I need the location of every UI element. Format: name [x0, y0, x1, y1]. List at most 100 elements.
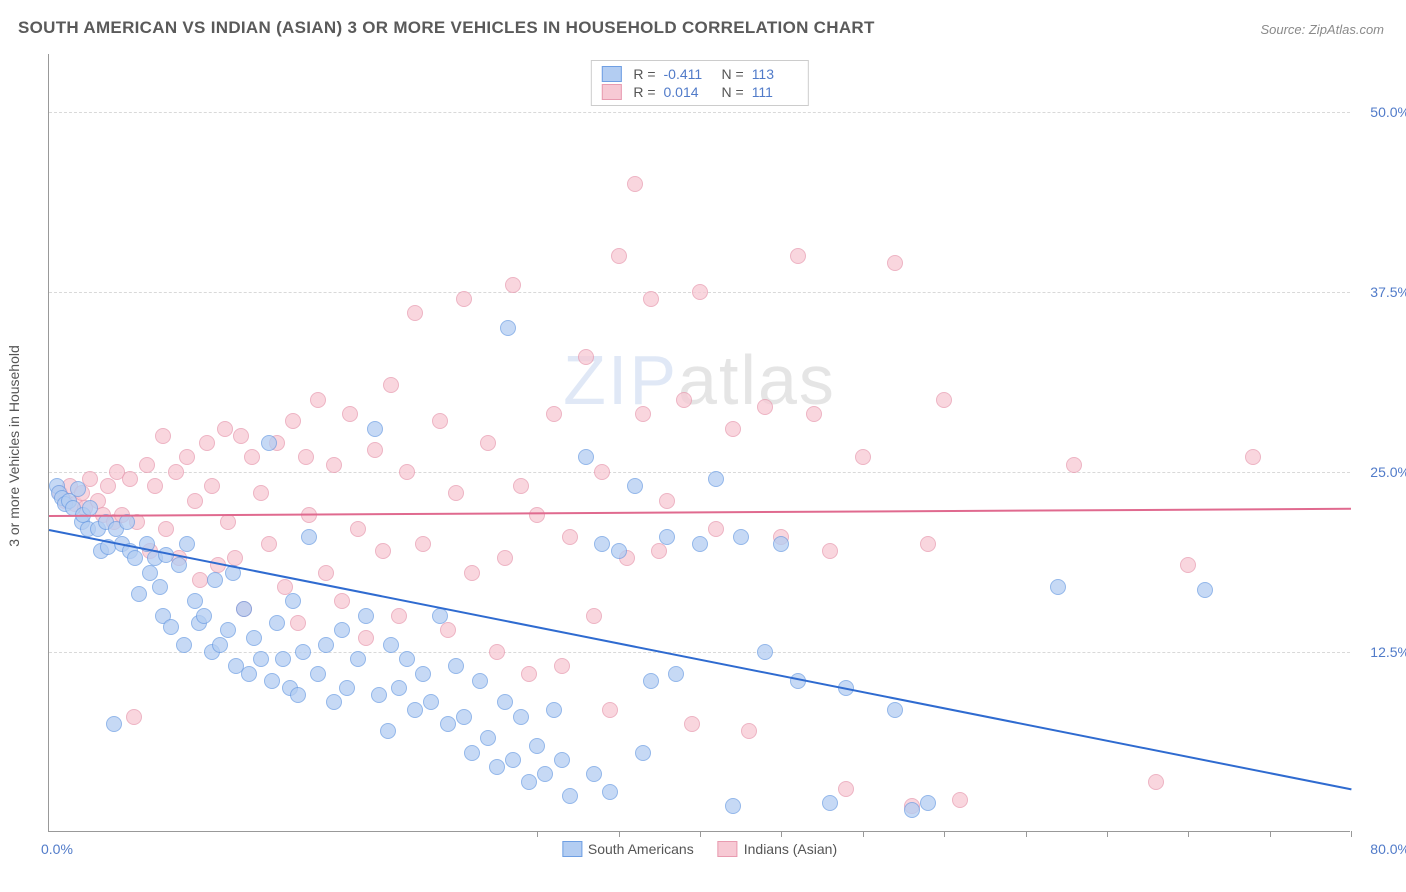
- data-point-blue: [264, 673, 280, 689]
- data-point-pink: [513, 478, 529, 494]
- stat-row-pink: R =0.014 N =111: [601, 83, 797, 101]
- data-point-blue: [391, 680, 407, 696]
- x-tick: [1351, 831, 1352, 837]
- data-point-blue: [464, 745, 480, 761]
- x-tick: [781, 831, 782, 837]
- data-point-pink: [253, 485, 269, 501]
- data-point-pink: [233, 428, 249, 444]
- data-point-pink: [179, 449, 195, 465]
- data-point-blue: [521, 774, 537, 790]
- data-point-blue: [220, 622, 236, 638]
- data-point-blue: [383, 637, 399, 653]
- data-point-pink: [383, 377, 399, 393]
- data-point-blue: [131, 586, 147, 602]
- y-tick-label: 25.0%: [1355, 464, 1406, 480]
- data-point-pink: [546, 406, 562, 422]
- data-point-blue: [432, 608, 448, 624]
- data-point-pink: [318, 565, 334, 581]
- data-point-pink: [126, 709, 142, 725]
- x-tick: [537, 831, 538, 837]
- data-point-blue: [725, 798, 741, 814]
- watermark: ZIPatlas: [563, 340, 836, 420]
- x-axis-min-label: 0.0%: [41, 841, 73, 857]
- data-point-pink: [285, 413, 301, 429]
- data-point-blue: [295, 644, 311, 660]
- data-point-blue: [480, 730, 496, 746]
- data-point-blue: [290, 687, 306, 703]
- data-point-blue: [423, 694, 439, 710]
- data-point-pink: [122, 471, 138, 487]
- data-point-pink: [838, 781, 854, 797]
- scatter-plot: ZIPatlas R =-0.411 N =113 R =0.014 N =11…: [48, 54, 1350, 832]
- data-point-pink: [952, 792, 968, 808]
- data-point-blue: [253, 651, 269, 667]
- data-point-pink: [440, 622, 456, 638]
- data-point-blue: [529, 738, 545, 754]
- x-tick: [1107, 831, 1108, 837]
- data-point-blue: [246, 630, 262, 646]
- grid-line: [49, 112, 1350, 113]
- data-point-blue: [562, 788, 578, 804]
- data-point-pink: [407, 305, 423, 321]
- data-point-pink: [594, 464, 610, 480]
- x-axis-max-label: 80.0%: [1370, 841, 1406, 857]
- x-tick: [1026, 831, 1027, 837]
- data-point-pink: [627, 176, 643, 192]
- data-point-pink: [521, 666, 537, 682]
- data-point-blue: [594, 536, 610, 552]
- data-point-blue: [904, 802, 920, 818]
- data-point-blue: [179, 536, 195, 552]
- data-point-blue: [212, 637, 228, 653]
- y-axis-title: 3 or more Vehicles in Household: [6, 345, 22, 547]
- data-point-pink: [554, 658, 570, 674]
- data-point-blue: [367, 421, 383, 437]
- data-point-blue: [339, 680, 355, 696]
- data-point-pink: [741, 723, 757, 739]
- data-point-blue: [261, 435, 277, 451]
- data-point-blue: [887, 702, 903, 718]
- data-point-blue: [497, 694, 513, 710]
- data-point-pink: [1148, 774, 1164, 790]
- data-point-pink: [708, 521, 724, 537]
- data-point-blue: [318, 637, 334, 653]
- data-point-pink: [684, 716, 700, 732]
- trend-line-pink: [49, 508, 1351, 517]
- data-point-blue: [207, 572, 223, 588]
- chart-title: SOUTH AMERICAN VS INDIAN (ASIAN) 3 OR MO…: [18, 18, 875, 38]
- data-point-pink: [448, 485, 464, 501]
- data-point-blue: [326, 694, 342, 710]
- data-point-blue: [489, 759, 505, 775]
- data-point-blue: [236, 601, 252, 617]
- data-point-pink: [505, 277, 521, 293]
- y-tick-label: 12.5%: [1355, 644, 1406, 660]
- x-tick: [619, 831, 620, 837]
- data-point-blue: [757, 644, 773, 660]
- data-point-pink: [586, 608, 602, 624]
- data-point-blue: [1197, 582, 1213, 598]
- data-point-pink: [497, 550, 513, 566]
- data-point-pink: [334, 593, 350, 609]
- data-point-blue: [546, 702, 562, 718]
- legend-item-pink: Indians (Asian): [718, 841, 837, 857]
- data-point-blue: [1050, 579, 1066, 595]
- data-point-pink: [757, 399, 773, 415]
- data-point-blue: [505, 752, 521, 768]
- data-point-pink: [725, 421, 741, 437]
- data-point-pink: [217, 421, 233, 437]
- data-point-pink: [350, 521, 366, 537]
- data-point-pink: [244, 449, 260, 465]
- data-point-blue: [448, 658, 464, 674]
- data-point-blue: [196, 608, 212, 624]
- data-point-pink: [290, 615, 306, 631]
- data-point-pink: [326, 457, 342, 473]
- stat-legend: R =-0.411 N =113 R =0.014 N =111: [590, 60, 808, 106]
- data-point-pink: [855, 449, 871, 465]
- data-point-blue: [127, 550, 143, 566]
- data-point-pink: [480, 435, 496, 451]
- data-point-blue: [440, 716, 456, 732]
- swatch-pink: [601, 84, 621, 100]
- data-point-pink: [298, 449, 314, 465]
- data-point-blue: [472, 673, 488, 689]
- data-point-pink: [651, 543, 667, 559]
- data-point-blue: [920, 795, 936, 811]
